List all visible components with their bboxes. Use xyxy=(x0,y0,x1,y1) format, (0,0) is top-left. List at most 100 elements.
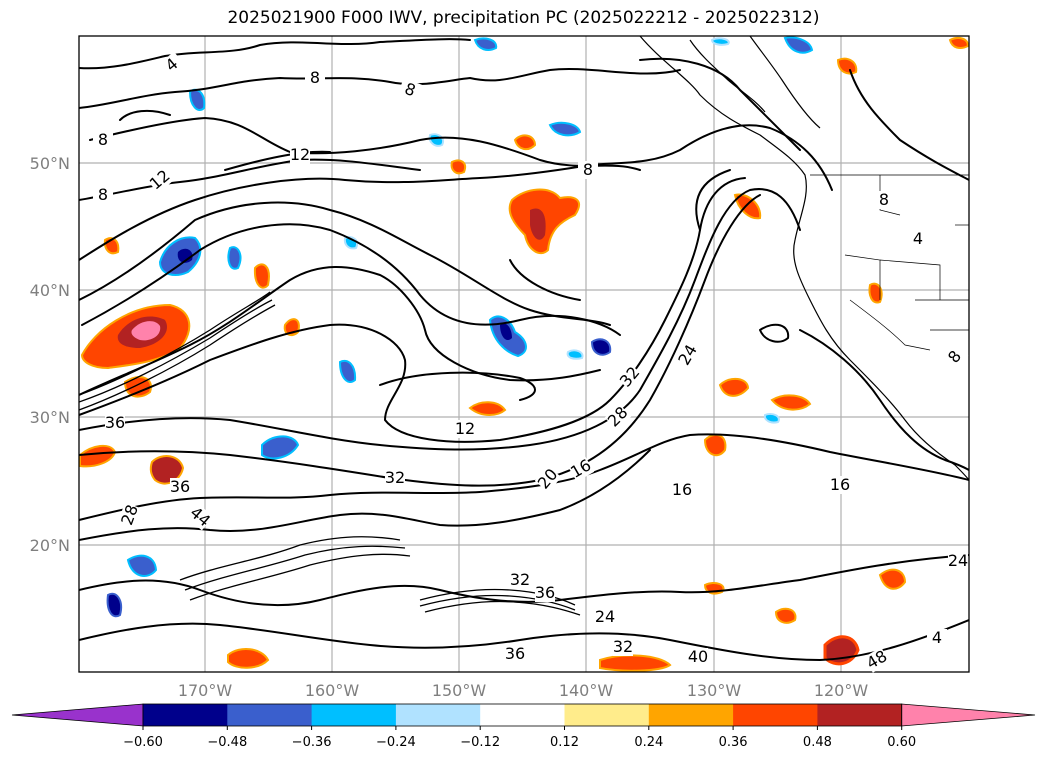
contour-label-bg xyxy=(675,341,701,369)
contour-label-bg xyxy=(186,503,214,531)
contour-label-bg xyxy=(397,78,423,102)
map-frame xyxy=(78,35,970,673)
contour-label-bg xyxy=(455,420,475,438)
contour-label: 36 xyxy=(535,583,555,602)
colorbar-tick-label: −0.48 xyxy=(207,735,247,750)
contour-label-bg xyxy=(688,648,708,666)
contour-label: 8 xyxy=(583,160,593,179)
contour-label-bg xyxy=(672,481,692,499)
contour-label: 36 xyxy=(105,413,125,432)
lon-label-130w: 130°W xyxy=(687,681,742,700)
latitude-labels: 50°N 40°N 30°N 20°N xyxy=(30,154,70,555)
lat-label-30n: 30°N xyxy=(30,408,70,427)
colorbar-extend-left xyxy=(11,703,144,727)
contour-label-bg xyxy=(567,456,595,482)
graticule xyxy=(79,36,969,672)
colorbar-tick-label: 0.36 xyxy=(719,735,748,750)
contour-label-bg xyxy=(158,51,186,79)
contour-label: 24 xyxy=(948,551,968,570)
lon-label-160w: 160°W xyxy=(305,681,360,700)
lat-label-20n: 20°N xyxy=(30,536,70,555)
contour-label: 40 xyxy=(688,647,708,666)
colorbar-tick-label: −0.36 xyxy=(292,735,332,750)
contour-label-bg xyxy=(948,552,968,570)
colorbar-tick-label: 0.48 xyxy=(803,735,832,750)
colorbar-tick-label: −0.60 xyxy=(123,735,163,750)
lon-label-150w: 150°W xyxy=(432,681,487,700)
contour-label-bg xyxy=(93,186,113,204)
lat-label-50n: 50°N xyxy=(30,154,70,173)
colorbar-segment xyxy=(311,704,397,726)
colorbar-tick-label: 0.24 xyxy=(634,735,663,750)
contour-label: 32 xyxy=(510,570,530,589)
colorbar xyxy=(11,703,1036,727)
iwv-contours xyxy=(79,38,969,661)
contour-label: 8 xyxy=(310,68,320,87)
lon-label-170w: 170°W xyxy=(178,681,233,700)
contour-label-bg xyxy=(510,571,530,589)
contour-label: 8 xyxy=(879,190,889,209)
colorbar-segment xyxy=(564,704,650,726)
colorbar-tick-labels: −0.60 −0.48 −0.36 −0.24 −0.12 0.12 0.24 0.36 0.4… xyxy=(123,726,916,750)
contour-label-bg xyxy=(616,363,644,391)
colorbar-segment xyxy=(733,704,818,726)
map-title: 2025021900 F000 IWV, precipitation PC (2… xyxy=(227,8,820,28)
map-content xyxy=(79,36,969,672)
colorbar-segment xyxy=(480,704,565,726)
contour-label: 4 xyxy=(932,628,942,647)
contour-label-bg xyxy=(93,131,113,149)
colorbar-tick-label: 0.12 xyxy=(550,735,579,750)
contour-label-bg xyxy=(505,645,525,663)
contour-label-bg xyxy=(305,69,325,87)
contour-label-bg xyxy=(613,638,633,656)
precip-negative-areas xyxy=(106,36,814,618)
contour-label-bg xyxy=(535,584,555,602)
contour-label-bg xyxy=(941,343,969,371)
colorbar-segment xyxy=(143,704,228,726)
contour-label-bg xyxy=(118,502,142,528)
contour-label: 16 xyxy=(830,475,850,494)
contour-label-bg xyxy=(595,608,615,626)
contour-label: 12 xyxy=(290,145,310,164)
colorbar-tick-label: −0.24 xyxy=(376,735,416,750)
longitude-labels: 170°W 160°W 150°W 140°W 130°W 120°W xyxy=(178,681,869,700)
colorbar-extend-right xyxy=(901,703,1036,727)
contour-label: 32 xyxy=(385,468,405,487)
contour-label-bg xyxy=(146,166,174,194)
lon-label-140w: 140°W xyxy=(559,681,614,700)
contour-label: 36 xyxy=(170,477,190,496)
colorbar-segment xyxy=(395,704,481,726)
precip-positive-areas xyxy=(79,37,969,672)
contour-label: 16 xyxy=(672,480,692,499)
contour-label-bg xyxy=(105,414,125,432)
contour-label-bg xyxy=(927,629,947,647)
colorbar-outline xyxy=(142,703,903,727)
contour-label: 12 xyxy=(455,419,475,438)
colorbar-segment xyxy=(648,704,734,726)
contour-label: 8 xyxy=(98,185,108,204)
contour-label-bg xyxy=(830,476,850,494)
contour-label: 36 xyxy=(505,644,525,663)
contour-label-bg xyxy=(874,191,894,209)
contour-label-bg xyxy=(604,403,632,431)
contour-label-bg xyxy=(290,146,310,164)
contour-label-bg xyxy=(170,478,190,496)
coastline xyxy=(639,36,969,481)
contour-label-bg xyxy=(385,469,405,487)
colorbar-segment xyxy=(817,704,903,726)
colorbar-segment xyxy=(227,704,313,726)
contour-label-bg xyxy=(534,465,562,493)
lon-label-120w: 120°W xyxy=(814,681,869,700)
colorbar-tick-label: −0.12 xyxy=(460,735,500,750)
contour-label-bg xyxy=(863,647,891,673)
contour-label: 24 xyxy=(595,607,615,626)
contour-label: 4 xyxy=(913,229,923,248)
contour-label-bg xyxy=(578,161,598,179)
colorbar-tick-label: 0.60 xyxy=(887,735,916,750)
contour-label: 8 xyxy=(98,130,108,149)
contour-label-bg xyxy=(908,230,928,248)
contour-label: 32 xyxy=(613,637,633,656)
lat-label-40n: 40°N xyxy=(30,281,70,300)
